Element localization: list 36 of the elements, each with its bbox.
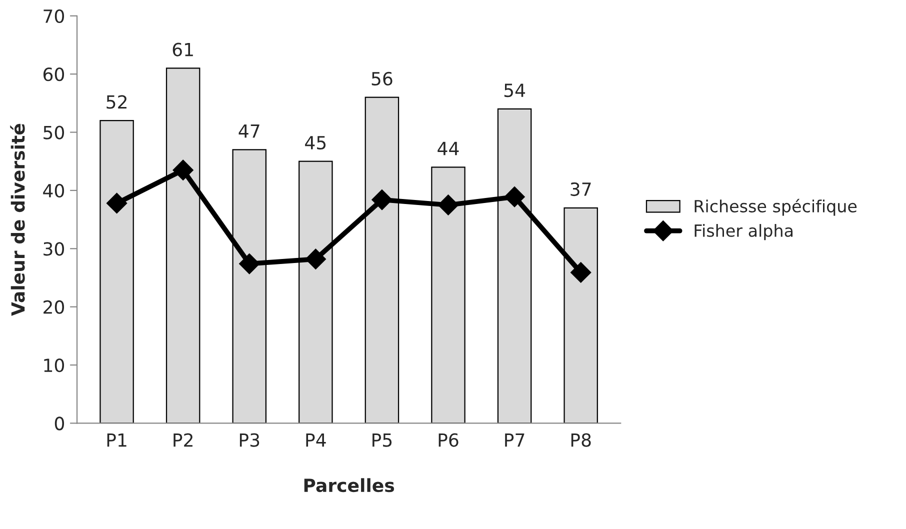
point <box>372 189 392 210</box>
y-tick-label: 70 <box>44 9 64 23</box>
x-tick-label: P5 <box>372 433 392 447</box>
data-label: 52 <box>106 95 126 109</box>
data-label: 54 <box>504 84 526 98</box>
x-tick-label: P1 <box>107 433 126 447</box>
point <box>239 253 260 274</box>
point <box>438 194 459 216</box>
point <box>504 186 525 208</box>
x-tick-label: P2 <box>174 433 192 447</box>
data-label: 61 <box>172 42 193 56</box>
x-tick-label: P7 <box>505 433 524 447</box>
point <box>305 248 326 270</box>
data-label: 45 <box>305 136 326 150</box>
x-axis-title: Parcelles <box>304 478 394 492</box>
legend-label: Fisher alpha <box>694 224 792 240</box>
legend-label: Richesse spécifique <box>694 198 857 216</box>
point <box>570 262 592 283</box>
data-label: 37 <box>570 182 591 196</box>
y-tick-label: 40 <box>43 184 64 198</box>
y-tick-label: 60 <box>43 68 64 82</box>
x-tick-label: P6 <box>438 433 458 447</box>
data-label: 44 <box>438 142 459 156</box>
x-tick-label: P4 <box>306 433 326 447</box>
point <box>106 192 128 214</box>
point <box>172 160 194 180</box>
y-axis-title: Valeur de diversité <box>10 124 25 316</box>
x-tick-label: P8 <box>571 433 591 447</box>
data-label: 47 <box>238 124 260 138</box>
x-tick-label: P3 <box>240 433 260 447</box>
y-tick-label: 0 <box>54 416 64 430</box>
y-tick-label: 50 <box>44 126 64 140</box>
data-label: 56 <box>372 72 392 86</box>
y-tick-label: 10 <box>44 358 64 372</box>
y-tick-label: 30 <box>44 242 64 256</box>
y-tick-label: 20 <box>44 300 64 314</box>
